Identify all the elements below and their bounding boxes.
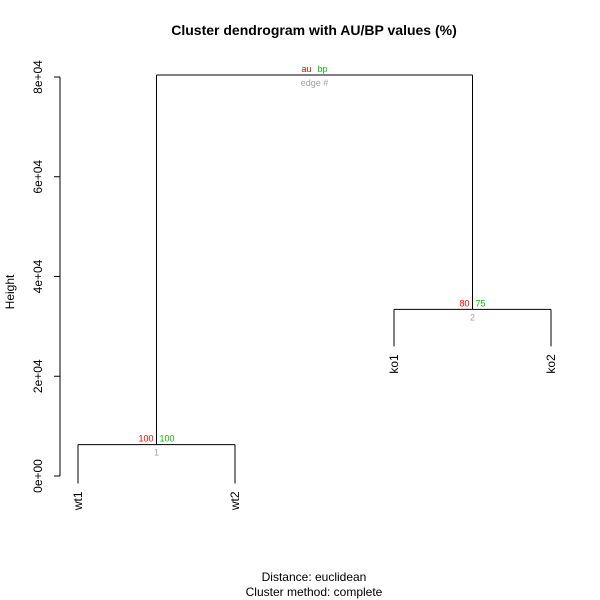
bp-value-2: bp	[318, 64, 328, 74]
leaf-label-ko2: ko2	[544, 354, 558, 374]
chart-title: Cluster dendrogram with AU/BP values (%)	[171, 22, 457, 38]
leaf-label-ko1: ko1	[387, 354, 401, 374]
y-axis-label: Height	[3, 274, 17, 309]
dendrogram-tree	[77, 74, 552, 484]
distance-label: Distance: euclidean	[262, 570, 367, 584]
edge-number-2: edge #	[301, 78, 329, 88]
y-tick-label-1: 2e+04	[31, 359, 45, 393]
edge-number-1: 2	[470, 312, 475, 322]
bp-value-1: 75	[476, 298, 486, 308]
leaf-labels: wt1 wt2 ko1 ko2	[71, 354, 558, 511]
edge-number-0: 1	[154, 448, 159, 458]
y-tick-label-3: 6e+04	[31, 160, 45, 194]
y-tick-label-2: 4e+04	[31, 259, 45, 293]
cluster-method-label: Cluster method: complete	[246, 585, 383, 599]
au-value-2: au	[301, 64, 311, 74]
au-value-0: 100	[138, 434, 153, 444]
y-tick-label-4: 8e+04	[31, 60, 45, 94]
y-tick-label-0: 0e+00	[31, 459, 45, 493]
y-axis: 0e+00 2e+04 4e+04 6e+04 8e+04	[31, 60, 61, 493]
au-value-1: 80	[459, 298, 469, 308]
leaf-label-wt2: wt2	[228, 491, 242, 511]
leaf-label-wt1: wt1	[71, 491, 85, 511]
bp-value-0: 100	[160, 434, 175, 444]
